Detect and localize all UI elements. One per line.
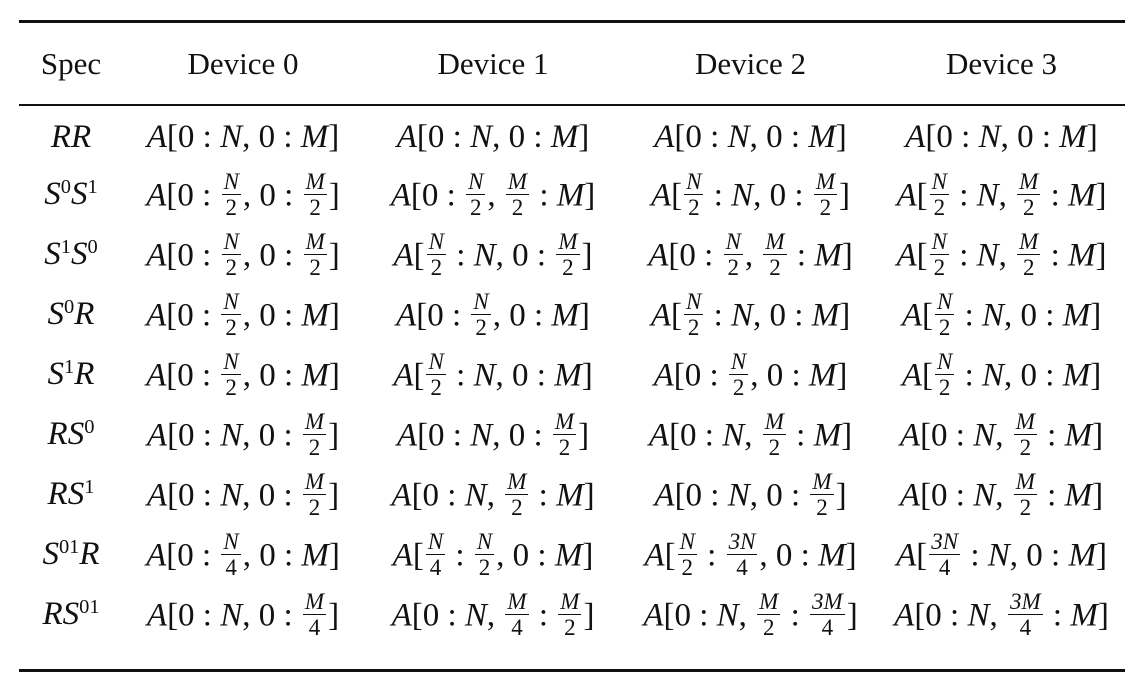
header-device-1: Device 1 — [437, 45, 549, 81]
header-rule — [19, 104, 1125, 106]
header-device-3: Device 3 — [945, 45, 1058, 81]
device-1-slice-cell: A[0 : N, 0 : M 2] — [396, 408, 590, 460]
table-header: Spec Device 0 Device 1 Device 2 Device 3 — [19, 23, 1125, 104]
device-3-slice-cell: A[N 2 : N, 0 : M] — [901, 288, 1102, 340]
device-2-slice-cell: A[0 : N, 0 : M 2] — [654, 468, 847, 520]
table-body: RR A[0 : N, 0 : M] A[0 : N, 0 : M] A[0 : N,… — [19, 104, 1125, 644]
device-0-slice-cell: A[0 : N, 0 : M 4] — [146, 588, 340, 640]
device-1-slice-cell: A[0 : N, 0 : M] — [396, 118, 590, 155]
spec-cell: RS1 — [47, 475, 95, 512]
spec-cell: S01R — [42, 535, 100, 572]
spec-cell: S1S0 — [44, 235, 98, 272]
spec-cell: S0R — [47, 295, 95, 332]
device-0-slice-cell: A[0 : N, 0 : M 2] — [146, 408, 340, 460]
header-device-0: Device 0 — [187, 45, 299, 81]
device-2-slice-cell: A[0 : N, 0 : M] — [654, 118, 847, 155]
device-2-slice-cell: A[N 2 : N, 0 : M 2] — [650, 168, 851, 220]
spec-cell: RS0 — [47, 415, 95, 452]
device-3-slice-cell: A[N 2 : N, 0 : M] — [901, 348, 1102, 400]
spec-cell: RR — [50, 118, 92, 155]
device-2-slice-cell: A[N 2 : 3N 4, 0 : M] — [644, 528, 857, 580]
device-2-slice-cell: A[N 2 : N, 0 : M] — [650, 288, 851, 340]
device-3-slice-cell: A[3N 4 : N, 0 : M] — [896, 528, 1107, 580]
header-spec: Spec — [40, 45, 102, 81]
spec-cell: S0S1 — [44, 175, 98, 212]
table-row: RR A[0 : N, 0 : M] A[0 : N, 0 : M] A[0 : N,… — [19, 104, 1125, 164]
device-0-slice-cell: A[0 : N, 0 : M] — [146, 118, 340, 155]
top-rule — [19, 20, 1125, 23]
header-device-2: Device 2 — [694, 45, 807, 81]
device-3-slice-cell: A[0 : N, 3M 4 : M] — [894, 588, 1109, 640]
device-3-slice-cell: A[0 : N, 0 : M] — [905, 118, 1098, 155]
spec-cell: RS01 — [42, 595, 100, 632]
spec-cell: S1R — [47, 355, 95, 392]
table-row: RS0 A[0 : N, 0 : M 2] A[0 : N, 0 : M 2] A[0 :… — [19, 404, 1125, 464]
bottom-rule — [19, 669, 1125, 672]
sharding-spec-table: Spec Device 0 Device 1 Device 2 Device 3… — [19, 23, 1125, 644]
device-0-slice-cell: A[0 : N, 0 : M 2] — [146, 468, 340, 520]
device-1-slice-cell: A[N 2 : N, 0 : M] — [393, 348, 593, 400]
device-1-slice-cell: A[N 2 : N, 0 : M 2] — [393, 228, 593, 280]
